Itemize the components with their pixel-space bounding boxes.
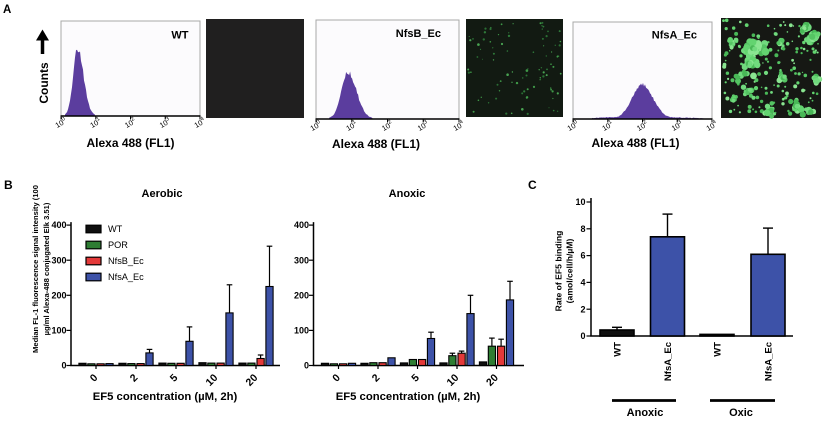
svg-text:EF5 concentration (µM, 2h): EF5 concentration (µM, 2h): [336, 391, 481, 403]
svg-text:EF5 concentration (µM, 2h): EF5 concentration (µM, 2h): [93, 391, 238, 403]
svg-text:0: 0: [304, 361, 309, 371]
svg-text:10: 10: [575, 197, 585, 207]
svg-text:B: B: [4, 178, 13, 192]
svg-text:400: 400: [294, 220, 309, 230]
svg-text:100: 100: [294, 326, 309, 336]
svg-text:2: 2: [580, 304, 585, 314]
svg-text:Anoxic: Anoxic: [389, 188, 426, 200]
svg-text:NfsA_Ec: NfsA_Ec: [764, 342, 775, 381]
svg-text:0: 0: [61, 361, 66, 371]
svg-text:Anoxic: Anoxic: [627, 407, 664, 419]
svg-text:NfsA_Ec: NfsA_Ec: [108, 272, 144, 282]
svg-text:100: 100: [51, 326, 66, 336]
svg-text:Counts: Counts: [37, 62, 51, 104]
svg-text:200: 200: [294, 290, 309, 300]
svg-text:C: C: [528, 178, 537, 192]
svg-text:Alexa 488 (FL1): Alexa 488 (FL1): [86, 136, 174, 150]
svg-text:NfsA_Ec: NfsA_Ec: [652, 30, 697, 42]
svg-text:WT: WT: [713, 342, 724, 357]
svg-text:WT: WT: [108, 224, 123, 234]
svg-text:POR: POR: [108, 240, 128, 250]
svg-text:WT: WT: [613, 342, 624, 357]
svg-text:(amol/cell/h/µM): (amol/cell/h/µM): [565, 239, 575, 304]
svg-text:NfsB_Ec: NfsB_Ec: [108, 256, 144, 266]
svg-text:300: 300: [294, 255, 309, 265]
svg-text:Oxic: Oxic: [729, 407, 753, 419]
svg-text:NfsB_Ec: NfsB_Ec: [396, 28, 441, 40]
svg-text:Rate of EF5 binding: Rate of EF5 binding: [554, 231, 564, 312]
svg-text:6: 6: [580, 251, 585, 261]
svg-text:WT: WT: [171, 30, 188, 42]
svg-text:400: 400: [51, 220, 66, 230]
svg-text:200: 200: [51, 290, 66, 300]
svg-text:NfsA_Ec: NfsA_Ec: [663, 342, 674, 381]
svg-text:Alexa 488 (FL1): Alexa 488 (FL1): [332, 137, 420, 151]
svg-text:Alexa 488 (FL1): Alexa 488 (FL1): [591, 136, 679, 150]
svg-text:300: 300: [51, 255, 66, 265]
svg-text:0: 0: [580, 331, 585, 341]
svg-text:µg/ml Alexa-488 conjugated Elk: µg/ml Alexa-488 conjugated Elk 3.51): [42, 202, 51, 335]
svg-text:A: A: [3, 4, 11, 16]
svg-text:8: 8: [580, 224, 585, 234]
svg-text:Aerobic: Aerobic: [142, 188, 183, 200]
svg-text:4: 4: [580, 278, 585, 288]
svg-text:Median FL-1 fluorescence signa: Median FL-1 fluorescence signal intensit…: [31, 185, 40, 353]
